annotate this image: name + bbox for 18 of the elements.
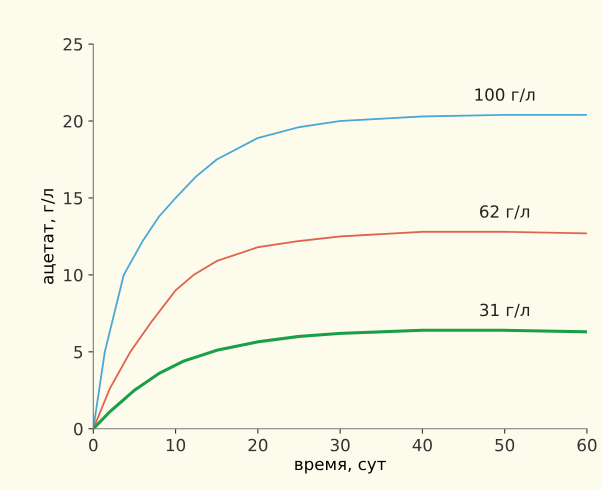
y-tick-label: 10 <box>64 268 82 282</box>
x-tick-label: 40 <box>412 438 432 452</box>
x-tick-label: 20 <box>248 438 268 452</box>
x-tick-label: 0 <box>89 438 98 452</box>
x-tick-label: 50 <box>495 438 514 452</box>
y-tick-label: 5 <box>74 346 82 358</box>
y-axis-title: ацетат, г/л <box>41 189 56 284</box>
series-label: 100 г/л <box>475 88 534 102</box>
y-tick-label: 25 <box>64 38 82 51</box>
x-axis-title: время, сут <box>295 460 386 474</box>
y-tick-label: 15 <box>64 192 82 205</box>
y-tick-label: 20 <box>64 114 82 128</box>
y-tick-label: 0 <box>74 422 82 436</box>
series-label: 62 г/л <box>480 205 530 220</box>
x-tick-label: 10 <box>166 438 186 452</box>
series-label: 31 г/л <box>480 304 530 318</box>
x-tick-label: 60 <box>578 438 596 452</box>
x-tick-label: 30 <box>330 438 350 452</box>
